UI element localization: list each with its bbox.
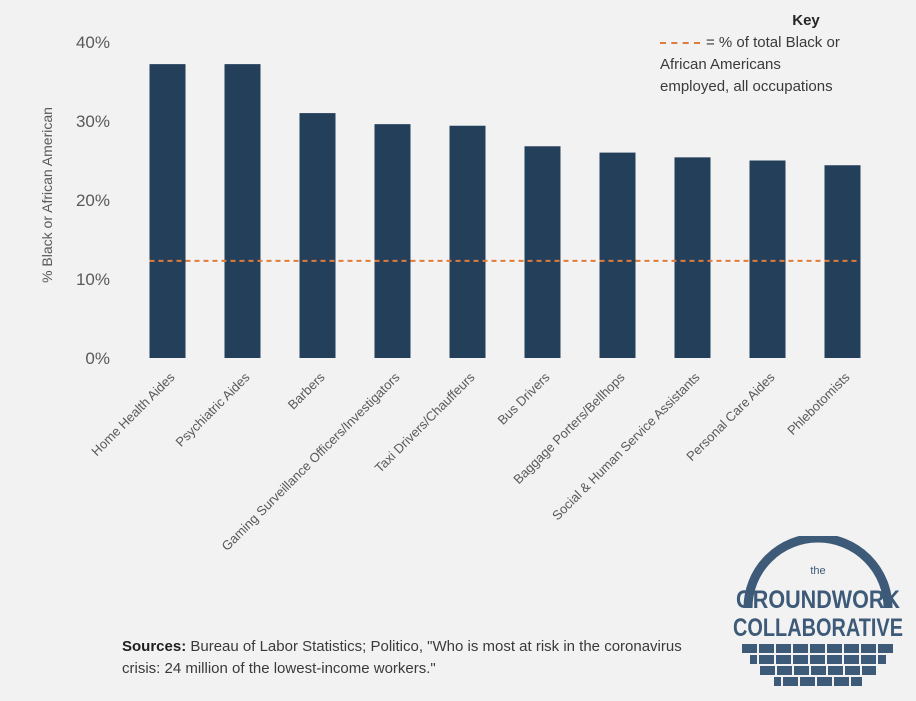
logo-bricks bbox=[742, 644, 893, 686]
x-tick-label: Phlebotomists bbox=[784, 369, 853, 438]
bars bbox=[149, 64, 861, 359]
logo-brick bbox=[878, 644, 893, 653]
x-tick-label: Social & Human Service Assistants bbox=[549, 369, 703, 523]
logo-brick bbox=[800, 677, 815, 686]
x-tick-label: Bus Drivers bbox=[495, 369, 553, 427]
logo-brick bbox=[851, 677, 862, 686]
y-axis: 0% 10% 20% 30% 40% bbox=[76, 33, 110, 368]
logo-brick bbox=[793, 655, 808, 664]
bar bbox=[299, 113, 336, 358]
logo-brick bbox=[776, 655, 791, 664]
logo-brick bbox=[811, 666, 826, 675]
logo-brick bbox=[845, 666, 860, 675]
logo-arc bbox=[743, 536, 893, 609]
x-tick-label: Psychiatric Aides bbox=[173, 369, 253, 449]
bar bbox=[524, 146, 561, 358]
sources-label: Sources: bbox=[122, 638, 187, 655]
bar bbox=[149, 64, 186, 359]
sources-text: Bureau of Labor Statistics; Politico, "W… bbox=[122, 638, 682, 677]
key-entry: = % of total Black or bbox=[648, 32, 904, 54]
logo-brick bbox=[776, 644, 791, 653]
logo-brick bbox=[861, 655, 876, 664]
logo-brick bbox=[750, 655, 757, 664]
logo-brick bbox=[817, 677, 832, 686]
logo-brick bbox=[878, 655, 886, 664]
bar bbox=[374, 124, 411, 358]
y-tick-label: 40% bbox=[76, 33, 110, 52]
y-tick-label: 10% bbox=[76, 270, 110, 289]
logo-line-1: GROUNDWORK bbox=[736, 586, 900, 614]
logo-brick bbox=[783, 677, 798, 686]
logo-brick bbox=[827, 655, 842, 664]
bar bbox=[224, 64, 261, 359]
logo-brick bbox=[760, 666, 775, 675]
logo-brick bbox=[793, 644, 808, 653]
x-tick-label: Barbers bbox=[285, 369, 328, 412]
logo-brick bbox=[810, 644, 825, 653]
legend-key: Key = % of total Black or African Americ… bbox=[648, 10, 904, 98]
y-tick-label: 20% bbox=[76, 191, 110, 210]
logo-brick bbox=[828, 666, 843, 675]
sources-note: Sources: Bureau of Labor Statistics; Pol… bbox=[122, 636, 682, 680]
groundwork-collaborative-logo: the GROUNDWORK COLLABORATIVE bbox=[733, 536, 903, 686]
logo-brick bbox=[827, 644, 842, 653]
logo-small-text: the bbox=[810, 565, 825, 577]
logo-brick bbox=[759, 644, 774, 653]
logo-brick bbox=[759, 655, 774, 664]
logo-brick bbox=[834, 677, 849, 686]
key-dash-text: = % of total Black or bbox=[706, 34, 840, 51]
logo-brick bbox=[844, 655, 859, 664]
bar bbox=[449, 125, 486, 359]
logo-brick bbox=[794, 666, 809, 675]
y-axis-label: % Black or African American bbox=[39, 107, 55, 283]
x-tick-label: Home Health Aides bbox=[88, 369, 178, 459]
bar bbox=[749, 160, 786, 358]
key-title: Key bbox=[792, 12, 820, 29]
logo-brick bbox=[810, 655, 825, 664]
logo-brick bbox=[774, 677, 781, 686]
y-tick-label: 0% bbox=[85, 349, 110, 368]
dashed-line-swatch bbox=[660, 42, 700, 44]
y-tick-label: 30% bbox=[76, 112, 110, 131]
logo-brick bbox=[844, 644, 859, 653]
bar bbox=[674, 157, 711, 358]
logo-brick bbox=[777, 666, 792, 675]
key-line-3: employed, all occupations bbox=[660, 78, 833, 95]
logo-brick bbox=[861, 644, 876, 653]
key-line-2: African Americans bbox=[660, 56, 781, 73]
bar bbox=[599, 152, 636, 358]
logo-brick bbox=[742, 644, 757, 653]
logo-line-2: COLLABORATIVE bbox=[733, 614, 903, 642]
logo-brick bbox=[862, 666, 876, 675]
